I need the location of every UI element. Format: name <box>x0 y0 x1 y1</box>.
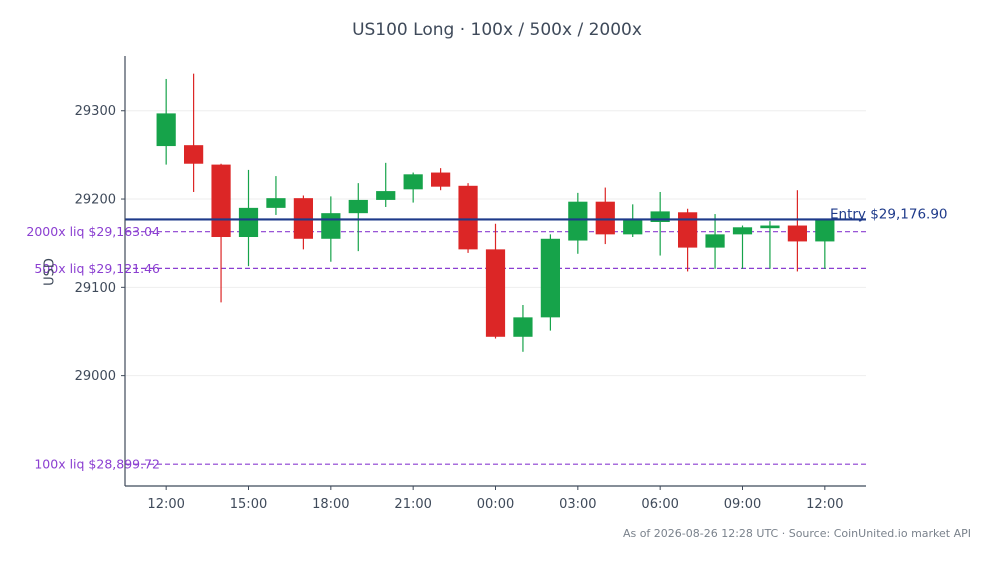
candle-body <box>156 113 176 147</box>
candle-body <box>211 164 231 238</box>
x-tick-label: 18:00 <box>312 497 349 512</box>
candle-body <box>595 201 615 235</box>
candle-body <box>650 211 670 222</box>
liq-label: 2000x liq $29,163.04 <box>26 224 160 239</box>
liq-label: 100x liq $28,899.72 <box>34 457 160 472</box>
candles <box>156 73 835 352</box>
footer-source: As of 2026-08-26 12:28 UTC · Source: Coi… <box>622 527 971 540</box>
x-tick-label: 09:00 <box>724 497 761 512</box>
candle-body <box>732 227 753 235</box>
candle-body <box>623 220 643 235</box>
candle-body <box>678 212 698 248</box>
candle-body <box>376 191 396 200</box>
liq-label: 500x liq $29,121.46 <box>34 261 160 276</box>
y-tick-label: 29100 <box>75 281 116 296</box>
y-tick-label: 29000 <box>75 369 116 384</box>
candle-body <box>348 199 368 214</box>
candle-body <box>431 172 451 187</box>
chart-title: US100 Long · 100x / 500x / 2000x <box>352 20 642 40</box>
x-tick-label: 06:00 <box>641 497 678 512</box>
line-labels: 2000x liq $29,163.04 500x liq $29,121.46 1… <box>26 206 947 471</box>
candle-body <box>458 185 478 250</box>
candle-body <box>266 198 286 208</box>
candle-body <box>403 174 423 190</box>
candle-body <box>568 201 588 241</box>
x-tick-label: 00:00 <box>477 497 514 512</box>
y-tick-label: 29200 <box>75 193 116 208</box>
x-tick-label: 03:00 <box>559 497 596 512</box>
candle-body <box>815 220 835 242</box>
candle-body <box>321 213 341 239</box>
candle-body <box>238 207 259 238</box>
candle-body <box>760 225 780 229</box>
candle-body <box>513 317 533 337</box>
y-tick-label: 29300 <box>75 104 116 119</box>
x-tick-label: 12:00 <box>147 497 184 512</box>
candle-body <box>787 225 807 242</box>
axes: 29000 29100 29200 29300 12:00 15:00 18:00 21:00… <box>75 56 866 512</box>
candle-body <box>705 234 725 248</box>
candle-body <box>540 238 560 318</box>
candle-body <box>184 145 204 164</box>
entry-label: Entry $29,176.90 <box>830 206 948 222</box>
candle-body <box>485 249 506 337</box>
y-axis-label: USD <box>42 258 58 286</box>
x-tick-label: 12:00 <box>806 497 843 512</box>
x-tick-label: 21:00 <box>394 497 431 512</box>
x-tick-label: 15:00 <box>230 497 267 512</box>
